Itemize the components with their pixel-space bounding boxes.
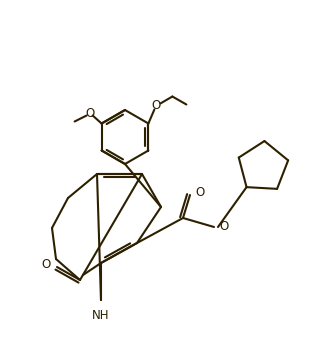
Text: O: O bbox=[152, 99, 161, 112]
Text: O: O bbox=[42, 258, 51, 270]
Text: O: O bbox=[85, 107, 94, 120]
Text: O: O bbox=[195, 187, 204, 200]
Text: NH: NH bbox=[92, 309, 110, 322]
Text: O: O bbox=[219, 220, 228, 233]
